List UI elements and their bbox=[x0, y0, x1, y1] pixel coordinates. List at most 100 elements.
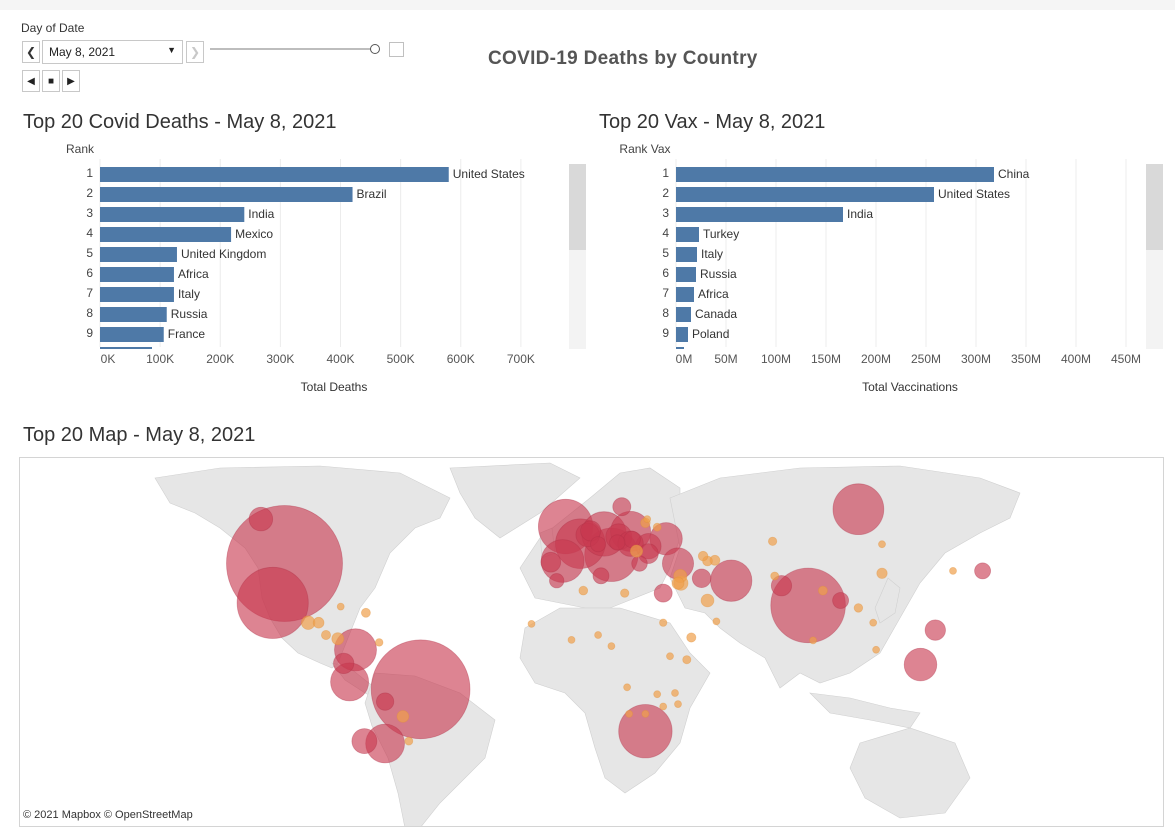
date-dropdown[interactable]: May 8, 2021 ▼ bbox=[42, 40, 183, 64]
map-bubble-bangladesh[interactable] bbox=[832, 592, 849, 609]
map-bubble-myanmar[interactable] bbox=[853, 603, 864, 613]
vax-bar[interactable] bbox=[676, 167, 994, 182]
map-bubble-netherlands[interactable] bbox=[580, 520, 602, 542]
map-bubble-kazakhstan[interactable] bbox=[767, 536, 778, 546]
vax-bar[interactable] bbox=[676, 307, 691, 322]
date-slider-track[interactable] bbox=[210, 48, 372, 50]
map-bubble-latvia[interactable] bbox=[643, 515, 652, 523]
vax-bar[interactable] bbox=[676, 187, 934, 202]
map-bubble-ecuador[interactable] bbox=[333, 652, 355, 674]
map-bubble-namibia[interactable] bbox=[625, 709, 633, 718]
map-bubble-austria[interactable] bbox=[609, 534, 626, 551]
play-back-button[interactable]: ◀ bbox=[22, 70, 40, 92]
deaths-bar[interactable] bbox=[100, 187, 353, 202]
map-bubble-bolivia[interactable] bbox=[375, 692, 395, 711]
map-bubble-paraguay[interactable] bbox=[396, 710, 410, 723]
map-bubble-yemen[interactable] bbox=[712, 617, 721, 626]
vax-bar[interactable] bbox=[676, 287, 694, 302]
vax-scrollbar[interactable] bbox=[1146, 164, 1163, 349]
map-bubble-malawi[interactable] bbox=[671, 689, 679, 697]
map-bubble-sri-lanka[interactable] bbox=[809, 636, 817, 645]
vax-bar[interactable] bbox=[676, 207, 843, 222]
map-bubble-honduras[interactable] bbox=[312, 616, 325, 629]
map-bubble-sweden[interactable] bbox=[612, 497, 632, 517]
world-map[interactable] bbox=[20, 458, 1164, 827]
deaths-bar[interactable] bbox=[100, 267, 174, 282]
show-history-checkbox[interactable] bbox=[389, 42, 404, 57]
map-bubble-russia[interactable] bbox=[832, 483, 885, 536]
map-bubble-angola[interactable] bbox=[623, 683, 631, 692]
map-bubble-portugal[interactable] bbox=[540, 551, 562, 573]
map-bubble-serbia[interactable] bbox=[630, 544, 644, 558]
map-bubble-greece[interactable] bbox=[631, 555, 648, 572]
map-bubble-canada[interactable] bbox=[248, 506, 274, 532]
deaths-bar[interactable] bbox=[100, 207, 245, 222]
vax-scrollbar-thumb[interactable] bbox=[1146, 164, 1163, 250]
map-bubble-algeria[interactable] bbox=[578, 585, 589, 596]
map-bubble-nepal[interactable] bbox=[818, 585, 828, 596]
map-bubble-botswana[interactable] bbox=[641, 709, 650, 718]
map-bubble-mongolia[interactable] bbox=[878, 540, 886, 549]
vax-bar[interactable] bbox=[676, 267, 696, 282]
map-bubble-libya[interactable] bbox=[620, 588, 630, 598]
next-date-button[interactable]: ❯ bbox=[186, 41, 204, 63]
map-bubble-israel[interactable] bbox=[671, 576, 685, 590]
map-area[interactable] bbox=[19, 457, 1164, 827]
map-bubble-cuba[interactable] bbox=[336, 602, 345, 611]
deaths-bar[interactable] bbox=[100, 307, 167, 322]
map-bubble-zimbabwe[interactable] bbox=[659, 702, 668, 711]
map-bubble-chile[interactable] bbox=[351, 728, 378, 755]
play-forward-button[interactable]: ▶ bbox=[62, 70, 80, 92]
date-slider-thumb[interactable] bbox=[370, 44, 380, 54]
map-bubble-mozambique[interactable] bbox=[674, 700, 682, 709]
map-bubble-egypt[interactable] bbox=[653, 583, 673, 603]
deaths-bar[interactable] bbox=[100, 247, 177, 262]
map-bubble-morocco[interactable] bbox=[549, 573, 565, 589]
map-bubble-africa[interactable] bbox=[618, 704, 673, 759]
map-bubble-south-korea[interactable] bbox=[949, 567, 957, 575]
map-bubble-senegal[interactable] bbox=[527, 619, 536, 628]
map-bubble-afghanistan[interactable] bbox=[770, 571, 780, 581]
map-bubble-saudi-arabia[interactable] bbox=[700, 593, 715, 608]
vax-bar[interactable] bbox=[676, 327, 688, 342]
map-bubble-iran[interactable] bbox=[710, 559, 753, 602]
deaths-bar[interactable] bbox=[100, 287, 174, 302]
map-bubble-iraq[interactable] bbox=[691, 568, 712, 589]
map-bubble-kenya[interactable] bbox=[682, 655, 692, 665]
vax-tick-label: 200M bbox=[861, 352, 891, 366]
map-bubble-dominican-republic[interactable] bbox=[360, 607, 371, 618]
map-bubble-cameroon[interactable] bbox=[607, 642, 616, 651]
vax-bar[interactable] bbox=[676, 247, 697, 262]
map-bubble-china[interactable] bbox=[876, 567, 888, 579]
stop-button[interactable]: ■ bbox=[42, 70, 60, 92]
vax-bar[interactable] bbox=[676, 227, 699, 242]
map-bubble-venezuela[interactable] bbox=[375, 638, 384, 647]
map-bubble-tunisia[interactable] bbox=[592, 567, 610, 585]
map-bubble-ghana[interactable] bbox=[567, 635, 576, 644]
map-bubble-georgia[interactable] bbox=[697, 550, 709, 562]
prev-date-button[interactable]: ❮ bbox=[22, 41, 40, 63]
map-bubble-pakistan[interactable] bbox=[770, 575, 793, 597]
deaths-scrollbar[interactable] bbox=[569, 164, 586, 349]
map-bubble-switzerland[interactable] bbox=[590, 536, 607, 553]
map-bubble-japan[interactable] bbox=[974, 562, 991, 580]
map-bubble-zambia[interactable] bbox=[653, 690, 662, 699]
map-bubble-brazil[interactable] bbox=[370, 639, 471, 740]
map-bubble-mexico[interactable] bbox=[236, 566, 309, 639]
deaths-bar[interactable] bbox=[100, 327, 164, 342]
map-bubble-uruguay[interactable] bbox=[404, 736, 414, 746]
map-bubble-ethiopia[interactable] bbox=[686, 632, 697, 643]
deaths-bar[interactable] bbox=[100, 167, 449, 182]
map-bubble-philippines[interactable] bbox=[924, 619, 946, 641]
map-bubble-thailand[interactable] bbox=[869, 618, 878, 627]
deaths-bar[interactable] bbox=[100, 227, 232, 242]
map-bubble-sudan[interactable] bbox=[659, 618, 668, 627]
map-bubble-malaysia[interactable] bbox=[872, 645, 880, 654]
map-bubble-belarus[interactable] bbox=[652, 522, 662, 532]
map-bubble-costa-rica[interactable] bbox=[320, 629, 331, 640]
map-bubble-nigeria[interactable] bbox=[594, 631, 602, 639]
map-bubble-uganda[interactable] bbox=[666, 652, 674, 661]
deaths-scrollbar-thumb[interactable] bbox=[569, 164, 586, 250]
map-bubble-panama[interactable] bbox=[331, 632, 345, 646]
map-bubble-indonesia[interactable] bbox=[903, 647, 938, 682]
